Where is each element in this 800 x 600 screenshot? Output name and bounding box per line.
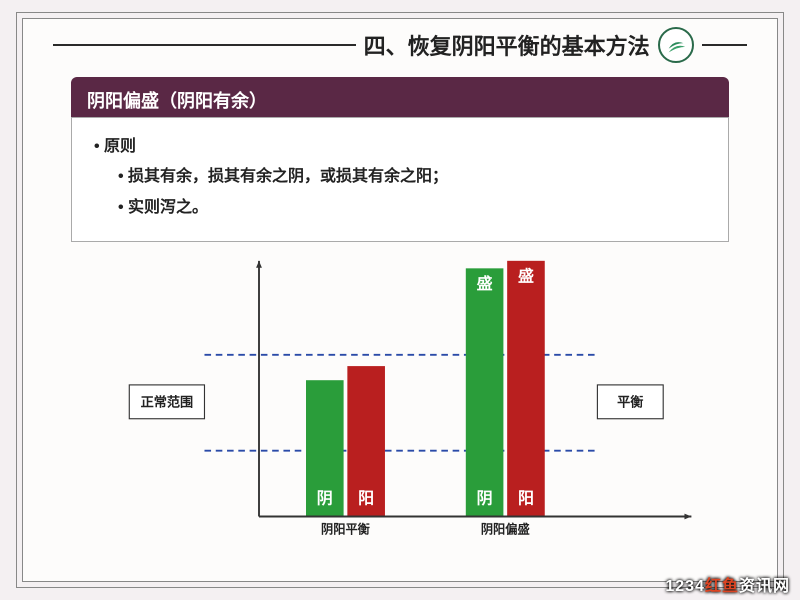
- school-logo-icon: [658, 27, 694, 63]
- svg-text:盛: 盛: [477, 274, 493, 293]
- principle-list: 损其有余，损其有余之阴，或损其有余之阳； 实则泻之。: [94, 162, 706, 223]
- svg-text:阳: 阳: [358, 489, 374, 507]
- title-row: 四、恢复阴阳平衡的基本方法: [53, 27, 747, 63]
- subtitle-text: 阴阳偏盛（阴阳有余）: [87, 91, 267, 111]
- principle-item: 损其有余，损其有余之阴，或损其有余之阳；: [118, 162, 706, 192]
- page-title: 四、恢复阴阳平衡的基本方法: [364, 29, 650, 61]
- watermark-part: 1234: [665, 578, 705, 595]
- watermark: 1234红鱼资讯网: [665, 572, 790, 596]
- principle-item: 实则泻之。: [118, 193, 706, 223]
- inner-frame: 四、恢复阴阳平衡的基本方法 阴阳偏盛（阴阳有余） 原则 损其有余，损其有余之阴，…: [22, 18, 778, 582]
- content-box: 原则 损其有余，损其有余之阴，或损其有余之阳； 实则泻之。: [71, 117, 729, 242]
- svg-text:平衡: 平衡: [617, 394, 643, 410]
- bar-chart: 阴 阳阴阳平衡 阴 盛阳 盛阴阳偏盛 正常范围 平衡: [71, 237, 729, 561]
- svg-text:阴: 阴: [477, 489, 493, 507]
- title-line-right: [702, 44, 747, 46]
- title-line-left: [53, 44, 356, 46]
- svg-text:正常范围: 正常范围: [141, 394, 194, 410]
- svg-text:盛: 盛: [518, 267, 534, 286]
- watermark-part: 资讯网: [739, 578, 790, 595]
- svg-text:阳: 阳: [518, 489, 534, 507]
- principle-heading: 原则: [94, 132, 706, 162]
- svg-text:阴阳偏盛: 阴阳偏盛: [481, 521, 530, 536]
- svg-text:阴阳平衡: 阴阳平衡: [321, 521, 370, 536]
- svg-text:阴: 阴: [317, 489, 333, 507]
- watermark-part: 红鱼: [705, 578, 739, 595]
- chart-svg: 阴 阳阴阳平衡 阴 盛阳 盛阴阳偏盛 正常范围 平衡: [71, 237, 729, 561]
